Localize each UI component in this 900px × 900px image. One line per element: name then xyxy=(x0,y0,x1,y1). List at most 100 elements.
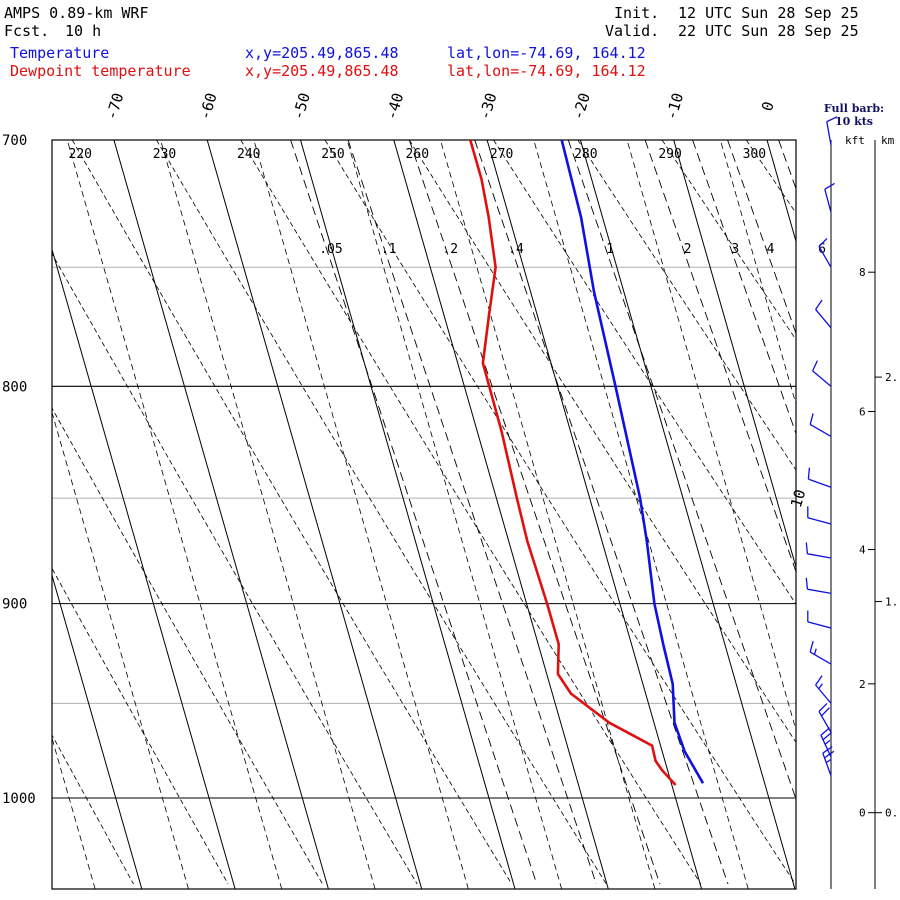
dry-adiabat-label: 230 xyxy=(153,147,176,162)
init-label: Init. xyxy=(614,4,660,22)
mixing-ratio-line xyxy=(474,140,729,885)
dewpoint-legend-label: Dewpoint temperature xyxy=(10,62,191,80)
barb-full-flag xyxy=(818,237,828,247)
kft-unit-label: kft xyxy=(845,134,865,147)
wind-barb xyxy=(809,640,832,665)
mixing-ratio-label: .2 xyxy=(442,242,458,257)
kft-tick-label: 4 xyxy=(859,544,866,557)
barb-shaft xyxy=(807,553,832,559)
mixing-ratio-line xyxy=(727,140,796,335)
isotherm-dashed xyxy=(814,140,900,889)
barb-full-flag xyxy=(805,542,809,554)
mixing-ratio-line xyxy=(347,140,597,885)
init-time: 12 UTC Sun 28 Sep 25 xyxy=(678,4,859,22)
dry-adiabat xyxy=(408,140,796,744)
valid-label: Valid. xyxy=(605,22,660,40)
wind-barb xyxy=(815,299,832,329)
isotherm xyxy=(393,140,609,889)
barb-shaft xyxy=(807,517,832,525)
barb-shaft xyxy=(822,752,832,776)
barb-full-flag xyxy=(826,116,838,123)
barb-full-flag xyxy=(807,467,811,480)
barb-shaft xyxy=(824,189,832,213)
pressure-tick-label: 700 xyxy=(2,133,27,149)
sounding-traces xyxy=(469,140,705,786)
barb-shaft xyxy=(815,308,832,329)
isotherm xyxy=(579,140,796,889)
dry-adiabat xyxy=(52,407,323,885)
isotherms xyxy=(0,140,900,889)
valid-time: 22 UTC Sun 28 Sep 25 xyxy=(678,22,859,40)
temperature-tick-label: -70 xyxy=(102,91,127,122)
isotherm xyxy=(0,140,49,889)
pressure-tick-label: 900 xyxy=(2,597,27,613)
barb-half-flag xyxy=(825,758,832,764)
dry-adiabat xyxy=(831,140,900,884)
wind-barb xyxy=(815,675,832,704)
wind-barbs: Full barb:10 kts xyxy=(805,102,884,889)
wind-barb xyxy=(805,577,832,594)
km-tick-label: 1. xyxy=(885,596,898,609)
dry-adiabats xyxy=(52,140,900,885)
mixing-ratio-lines xyxy=(290,140,796,885)
isotherm xyxy=(113,140,329,889)
barb-shaft xyxy=(807,621,832,629)
temperature-tick-label: -20 xyxy=(569,91,594,122)
wind-barb xyxy=(809,413,832,437)
temperature-tick-label: -40 xyxy=(382,91,407,122)
dry-adiabat xyxy=(52,252,418,885)
temperature-tick-label: -50 xyxy=(289,91,314,122)
barb-half-flag xyxy=(813,648,817,655)
isotherm-inline-label: 10 xyxy=(787,487,809,510)
isotherm-dashed xyxy=(533,140,749,889)
dry-adiabat xyxy=(324,140,796,885)
dry-adiabat xyxy=(52,734,134,885)
isotherm xyxy=(52,247,236,889)
dry-adiabat-label: 290 xyxy=(658,147,681,162)
full-barb-value: 10 kts xyxy=(835,115,873,128)
mixing-ratio-label: 6 xyxy=(818,242,826,257)
isotherm xyxy=(52,573,143,889)
temperature-xy: x,y=205.49,865.48 xyxy=(245,44,399,62)
temperature-latlon: lat,lon=-74.69, 164.12 xyxy=(447,44,646,62)
barb-full-flag xyxy=(821,707,830,717)
mixing-ratio-label: .05 xyxy=(319,242,342,257)
mixing-ratio-label: 4 xyxy=(767,242,775,257)
dry-adiabat-label: 280 xyxy=(574,147,597,162)
dewpoint-latlon: lat,lon=-74.69, 164.12 xyxy=(447,62,646,80)
isotherm xyxy=(766,140,796,244)
mixing-ratio-label: .1 xyxy=(381,242,397,257)
mixing-ratio-label: .4 xyxy=(508,242,524,257)
wind-barb xyxy=(807,610,832,629)
isotherm-dashed xyxy=(160,140,376,889)
barb-full-flag xyxy=(805,577,809,590)
dry-adiabat xyxy=(156,140,607,885)
barb-shaft xyxy=(815,684,832,704)
full-barb-legend: Full barb: xyxy=(824,102,884,115)
km-unit-label: km xyxy=(881,134,895,147)
isotherm xyxy=(486,140,703,889)
barb-shaft xyxy=(826,121,832,146)
mixing-ratio-line xyxy=(567,140,796,801)
dewpoint-xy: x,y=205.49,865.48 xyxy=(245,62,399,80)
sounding-header: AMPS 0.89-km WRF Fcst. 10 h Init. 12 UTC… xyxy=(0,0,900,90)
barb-full-flag xyxy=(812,360,818,372)
barb-shaft xyxy=(808,478,832,488)
isotherm xyxy=(206,140,423,889)
mixing-ratio-label: 1 xyxy=(606,242,614,257)
barb-full-flag xyxy=(818,702,828,712)
fcst-label: Fcst. xyxy=(4,22,50,40)
model-title: AMPS 0.89-km WRF xyxy=(4,4,149,22)
wind-barb xyxy=(818,237,832,268)
barb-shaft xyxy=(818,246,832,268)
dry-adiabat xyxy=(240,140,702,885)
mixing-ratio-label: 3 xyxy=(731,242,739,257)
barb-full-flag xyxy=(809,640,814,653)
dry-adiabat xyxy=(493,140,796,605)
barb-full-flag xyxy=(822,746,833,754)
wind-barb xyxy=(807,467,832,488)
km-tick-label: 0. xyxy=(885,807,898,820)
barb-shaft xyxy=(809,651,832,665)
height-axis: kft km 0 2 4 6 8 0. 1. 2. xyxy=(845,134,898,889)
